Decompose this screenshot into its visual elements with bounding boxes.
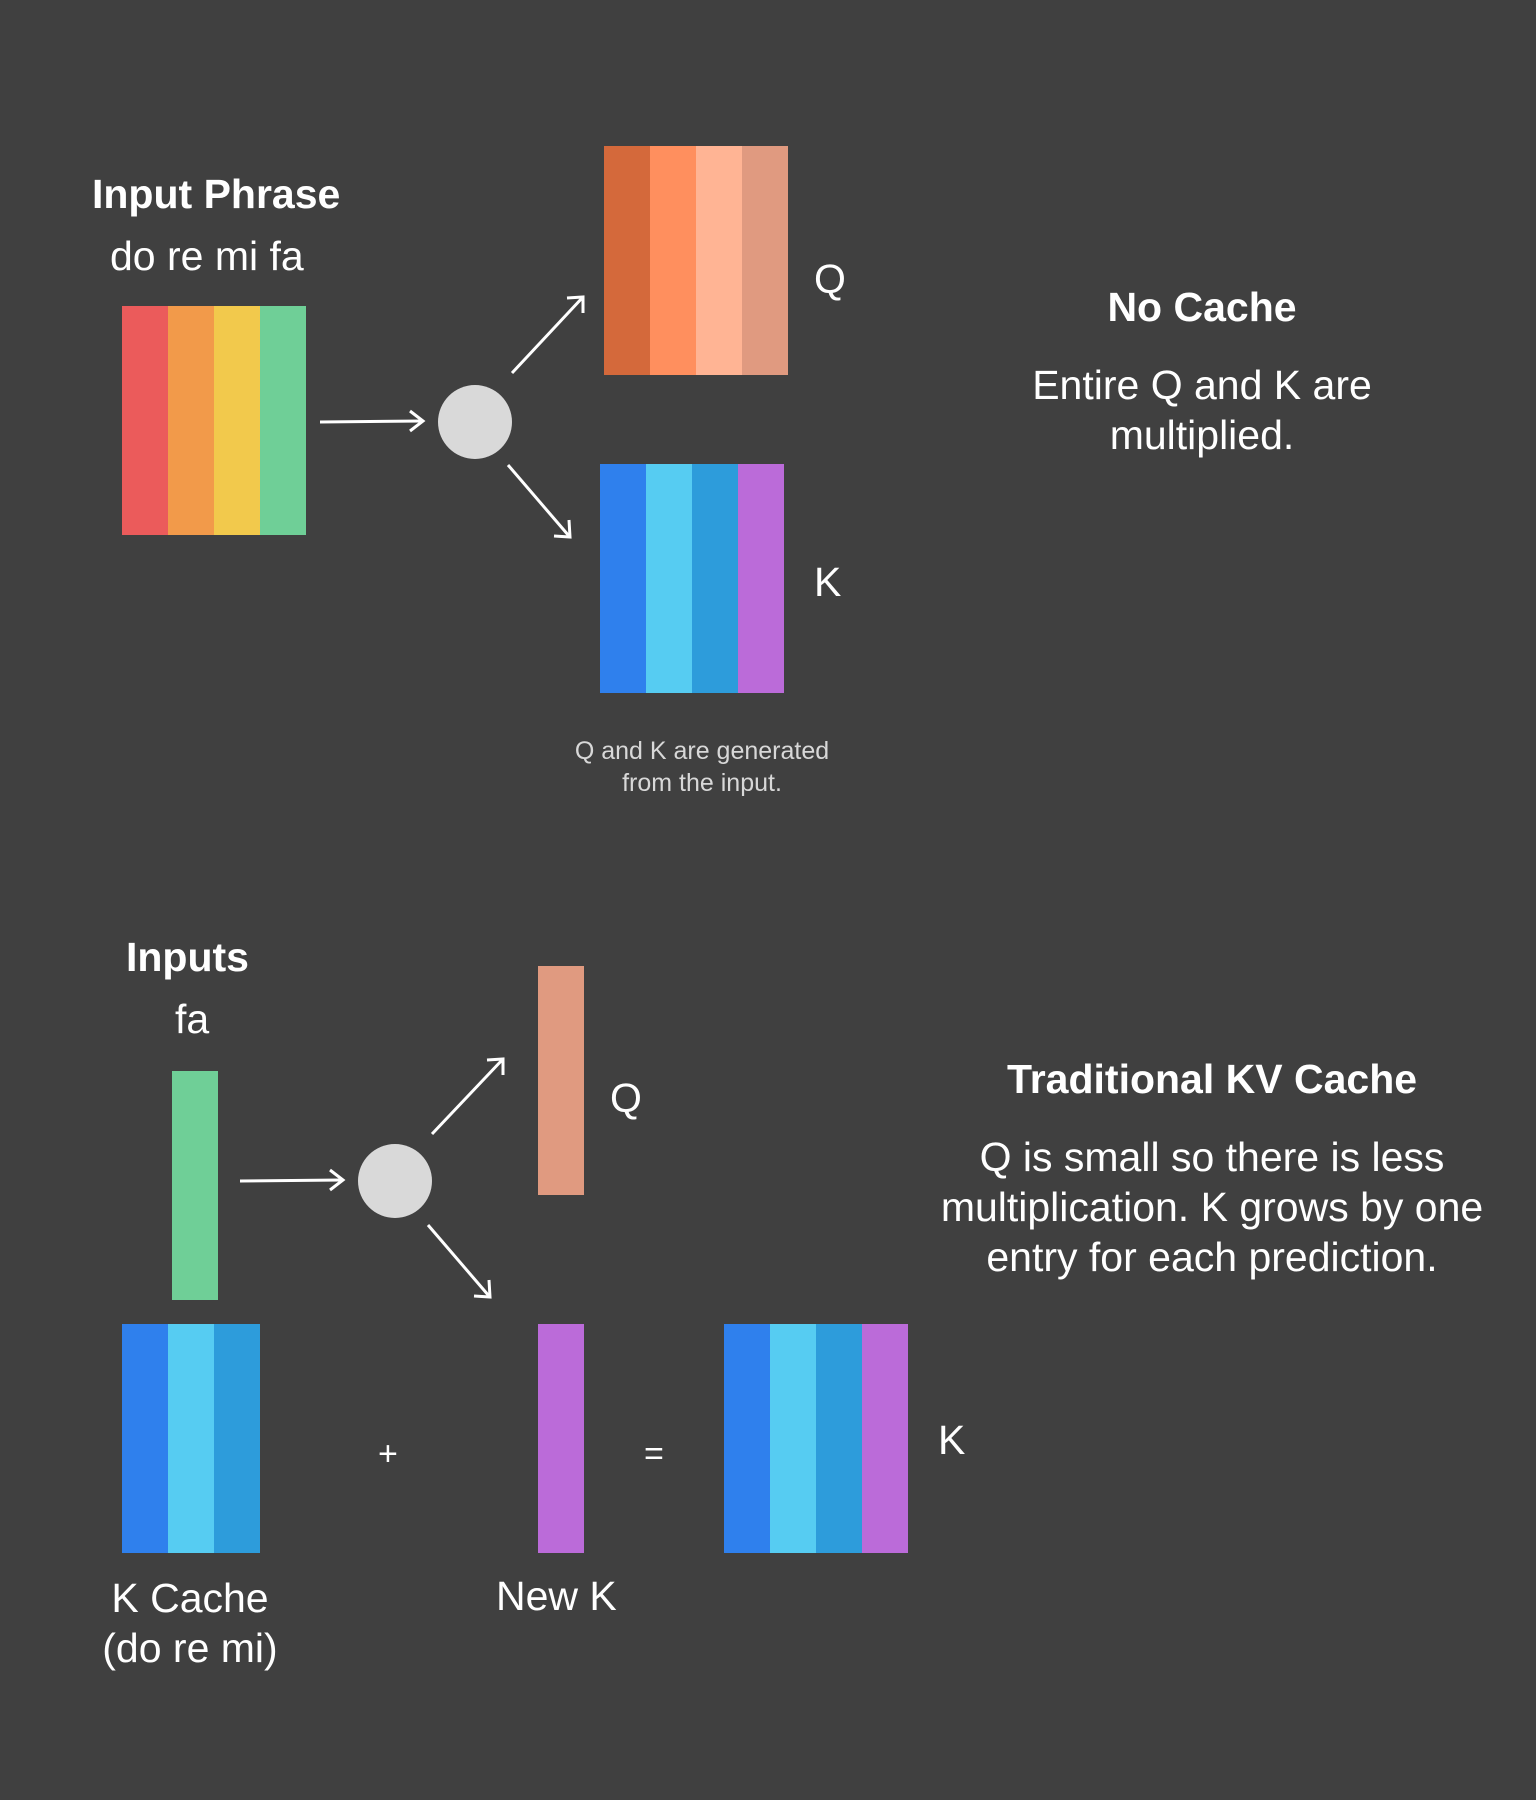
q-label-bottom: Q	[610, 1075, 642, 1121]
k-cache-label-line2: (do re mi)	[102, 1625, 278, 1671]
q-matrix-top	[604, 146, 788, 375]
k-cache-label-line1: K Cache	[111, 1575, 269, 1621]
input-phrase-block	[122, 306, 306, 535]
plus-sign: +	[378, 1435, 398, 1473]
k-matrix-top-stripe-3	[692, 464, 738, 693]
generation-caption-line2: from the input.	[622, 769, 782, 797]
input-phrase-block-stripe-4	[260, 306, 306, 535]
projection-node-top	[438, 385, 512, 459]
input-phrase-block-stripe-1	[122, 306, 168, 535]
inputs-heading: Inputs	[126, 934, 249, 980]
new-k-label: New K	[496, 1573, 617, 1619]
projection-node-bottom	[358, 1144, 432, 1218]
k-cache-matrix-stripe-1	[122, 1324, 168, 1553]
no-cache-description-line2: multiplied.	[1109, 412, 1295, 458]
k-label-bottom: K	[938, 1417, 966, 1463]
input-phrase-heading: Input Phrase	[92, 171, 341, 217]
arrow-input-to-node-top	[319, 409, 426, 433]
k-matrix-top-stripe-2	[646, 464, 692, 693]
kv-cache-description-line3: entry for each prediction.	[986, 1234, 1438, 1280]
q-matrix-top-stripe-2	[650, 146, 696, 375]
q-matrix-top-stripe-3	[696, 146, 742, 375]
input-phrase-block-stripe-2	[168, 306, 214, 535]
k-matrix-top-stripe-4	[738, 464, 784, 693]
q-matrix-top-stripe-1	[604, 146, 650, 375]
k-matrix-bottom-stripe-2	[770, 1324, 816, 1553]
k-matrix-top	[600, 464, 784, 693]
kv-cache-title: Traditional KV Cache	[1006, 1056, 1418, 1102]
k-cache-matrix	[122, 1324, 260, 1553]
k-cache-matrix-stripe-3	[214, 1324, 260, 1553]
generation-caption: Q and K are generated from the input.	[520, 735, 884, 799]
new-input-token	[172, 1071, 218, 1300]
kv-cache-description-line2: multiplication. K grows by one	[940, 1184, 1484, 1230]
generation-caption-line1: Q and K are generated	[574, 737, 830, 765]
no-cache-description: Entire Q and K are multiplied.	[960, 360, 1444, 460]
k-matrix-bottom-stripe-4	[862, 1324, 908, 1553]
arrow-input-to-node-bottom	[239, 1168, 346, 1192]
k-matrix-bottom-stripe-3	[816, 1324, 862, 1553]
q-matrix-top-stripe-4	[742, 146, 788, 375]
no-cache-description-line1: Entire Q and K are	[1032, 362, 1372, 408]
q-label-top: Q	[814, 256, 846, 302]
k-matrix-bottom	[724, 1324, 908, 1553]
new-k-vector-stripe-1	[538, 1324, 584, 1553]
arrow-node-to-new-k	[426, 1224, 492, 1299]
q-vector-bottom	[538, 966, 584, 1195]
arrow-node-to-k-top	[506, 464, 572, 539]
new-k-vector	[538, 1324, 584, 1553]
kv-cache-description-line1: Q is small so there is less	[979, 1134, 1445, 1180]
arrow-node-to-q-bottom	[430, 1057, 505, 1136]
new-input-token-stripe-1	[172, 1071, 218, 1300]
inputs-text: fa	[175, 996, 210, 1042]
k-label-top: K	[814, 559, 842, 605]
k-cache-matrix-stripe-2	[168, 1324, 214, 1553]
k-matrix-top-stripe-1	[600, 464, 646, 693]
arrow-node-to-q-top	[510, 295, 585, 375]
q-vector-bottom-stripe-1	[538, 966, 584, 1195]
no-cache-title: No Cache	[1107, 284, 1297, 330]
equals-sign: =	[644, 1435, 664, 1473]
input-phrase-block-stripe-3	[214, 306, 260, 535]
k-cache-label: K Cache (do re mi)	[60, 1573, 320, 1673]
k-matrix-bottom-stripe-1	[724, 1324, 770, 1553]
input-phrase-text: do re mi fa	[110, 233, 304, 279]
kv-cache-description: Q is small so there is less multiplicati…	[880, 1132, 1536, 1282]
